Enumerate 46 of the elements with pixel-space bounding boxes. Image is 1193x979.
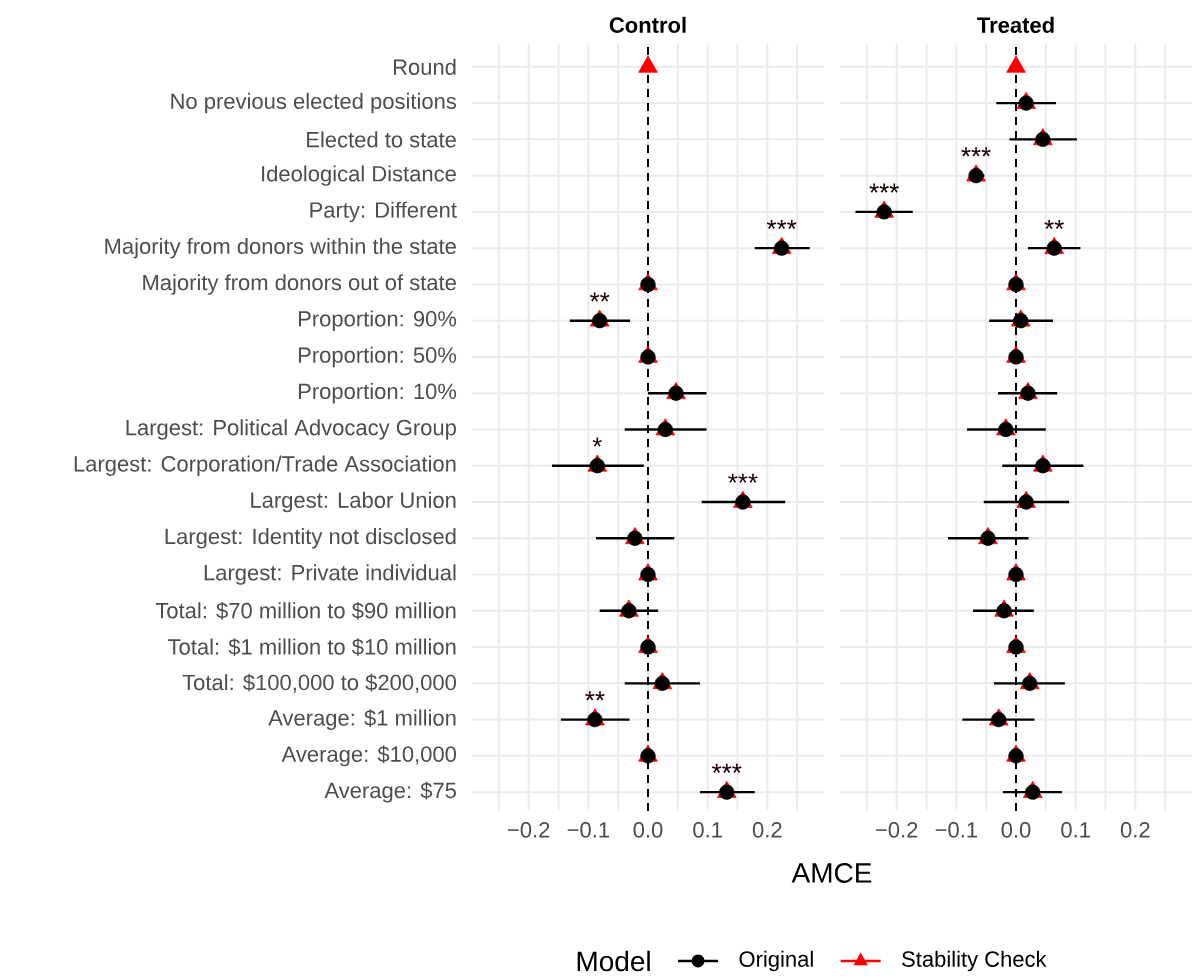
y-tick-label: Elected to state: [307, 131, 456, 148]
y-tick-label: Total: $1 million to $10 million: [168, 638, 456, 656]
x-tick-label: 0.0: [633, 822, 663, 838]
x-axis-title: AMCE: [791, 863, 872, 883]
y-tick-label: Party: Different: [310, 201, 457, 223]
x-tick-label: 0.2: [752, 822, 782, 838]
y-tick-label: Largest: Labor Union: [251, 491, 456, 513]
annotation: ***: [766, 219, 797, 230]
y-tick-label: Majority from donors out of state: [143, 274, 456, 295]
annotation: **: [1044, 219, 1064, 230]
y-tick-label: Total: $100,000 to $200,000: [182, 673, 457, 693]
x-tick-label: −0.1: [935, 822, 977, 838]
annotation: **: [585, 691, 605, 701]
y-tick-label: Proportion: 10%: [298, 382, 457, 404]
x-tick-label: 0.1: [693, 822, 722, 838]
x-tick-label: 0.1: [1061, 822, 1090, 838]
y-tick-label: Largest: Corporation/Trade Association: [74, 455, 456, 476]
y-tick-label: Average: $10,000: [281, 745, 457, 767]
x-tick-label: −0.2: [876, 822, 918, 838]
chart-title: Control: [609, 16, 686, 33]
x-tick-label: −0.2: [508, 822, 550, 838]
annotation: ***: [961, 147, 991, 157]
y-tick-label: No previous elected positions: [171, 92, 457, 114]
y-tick-label: Largest: Identity not disclosed: [165, 528, 456, 549]
y-tick-label: Total: $70 million to $90 million: [155, 601, 456, 620]
x-tick-label: 0.0: [1001, 822, 1031, 838]
legend-label: Stability Check: [902, 950, 1047, 972]
x-tick-label: −0.1: [567, 822, 609, 838]
chart-title: Treated: [977, 16, 1054, 33]
x-tick-label: 0.2: [1120, 822, 1150, 838]
y-tick-label: Majority from donors within the state: [105, 237, 456, 259]
annotation: ***: [869, 183, 899, 193]
y-tick-label: Average: $75: [324, 781, 456, 803]
y-tick-label: Round: [393, 58, 456, 75]
y-tick-label: Proportion: 50%: [298, 346, 457, 368]
y-tick-label: Average: $1 million: [268, 709, 456, 731]
annotation: **: [589, 292, 610, 302]
y-tick-label: Largest: Political Advocacy Group: [126, 419, 456, 440]
annotation: ***: [728, 473, 758, 483]
y-tick-label: Ideological Distance: [262, 165, 456, 186]
y-tick-label: Proportion: 90%: [298, 310, 457, 331]
legend-title: Model: [577, 950, 650, 972]
legend-label: Original: [739, 950, 813, 972]
annotation: ***: [711, 763, 742, 773]
annotation: *: [592, 437, 602, 447]
y-tick-label: Largest: Private individual: [204, 564, 456, 585]
